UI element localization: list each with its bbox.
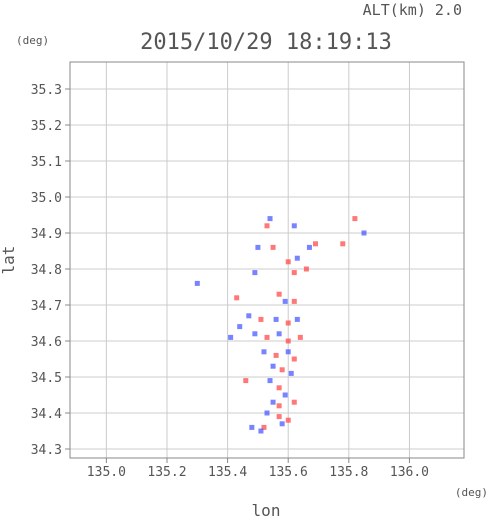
data-point xyxy=(285,259,291,265)
data-point xyxy=(276,291,282,297)
data-point xyxy=(291,399,297,405)
data-point xyxy=(194,280,200,286)
data-point xyxy=(352,216,358,222)
data-point xyxy=(270,244,276,250)
data-point xyxy=(294,316,300,322)
y-unit-label: (deg) xyxy=(16,34,49,47)
data-point xyxy=(285,417,291,423)
data-point xyxy=(228,334,234,340)
data-point xyxy=(291,356,297,362)
data-point xyxy=(261,349,267,355)
data-point xyxy=(264,410,270,416)
y-tick-label: 34.7 xyxy=(31,299,62,314)
data-point xyxy=(312,241,318,247)
y-tick-label: 35.1 xyxy=(31,155,62,170)
data-point xyxy=(285,320,291,326)
data-point xyxy=(270,363,276,369)
data-point xyxy=(258,316,264,322)
data-point xyxy=(279,367,285,373)
plot-frame xyxy=(69,61,465,459)
data-point xyxy=(246,313,252,319)
x-tick-label: 135.8 xyxy=(329,465,368,480)
data-point xyxy=(264,223,270,229)
data-point xyxy=(291,298,297,304)
data-point xyxy=(291,223,297,229)
data-point xyxy=(252,270,258,276)
y-axis-ticks: 34.3 34.4 34.5 34.6 34.7 34.8 34.9 35.0 35.1 35.2… xyxy=(31,83,70,458)
data-point xyxy=(267,216,273,222)
y-tick-label: 34.4 xyxy=(31,407,62,422)
data-point xyxy=(273,316,279,322)
grid-lines xyxy=(70,62,464,458)
data-point xyxy=(285,349,291,355)
data-point xyxy=(282,298,288,304)
data-point xyxy=(276,414,282,420)
y-tick-label: 34.8 xyxy=(31,263,62,278)
y-tick-label: 35.3 xyxy=(31,83,62,98)
data-point xyxy=(243,378,249,384)
data-point xyxy=(261,424,267,430)
data-point xyxy=(276,403,282,409)
y-tick-label: 34.6 xyxy=(31,335,62,350)
altitude-label: ALT(km) 2.0 xyxy=(363,1,462,19)
x-tick-label: 135.4 xyxy=(208,465,247,480)
data-point xyxy=(282,392,288,398)
y-tick-label: 35.0 xyxy=(31,191,62,206)
data-point xyxy=(273,352,279,358)
y-tick-label: 34.5 xyxy=(31,371,62,386)
data-point xyxy=(237,324,243,330)
data-point xyxy=(306,244,312,250)
data-point xyxy=(294,255,300,261)
data-point xyxy=(291,270,297,276)
x-tick-label: 135.6 xyxy=(269,465,308,480)
x-tick-label: 135.0 xyxy=(87,465,126,480)
data-point xyxy=(297,334,303,340)
data-point xyxy=(288,370,294,376)
data-point xyxy=(267,378,273,384)
y-tick-label: 34.9 xyxy=(31,227,62,242)
data-point xyxy=(285,338,291,344)
y-tick-label: 34.3 xyxy=(31,443,62,458)
data-point xyxy=(270,399,276,405)
data-point xyxy=(249,424,255,430)
data-point xyxy=(234,295,240,301)
data-point xyxy=(255,244,261,250)
data-point xyxy=(361,230,367,236)
data-point xyxy=(340,241,346,247)
echo-points xyxy=(194,216,367,434)
data-point xyxy=(276,385,282,391)
chart-title: 2015/10/29 18:19:13 xyxy=(140,30,392,55)
y-axis-label: lat xyxy=(0,246,18,275)
x-axis-label: lon xyxy=(252,501,281,520)
x-tick-label: 135.2 xyxy=(147,465,186,480)
x-tick-label: 136.0 xyxy=(390,465,429,480)
data-point xyxy=(258,428,264,434)
data-point xyxy=(252,331,258,337)
y-tick-label: 35.2 xyxy=(31,119,62,134)
data-point xyxy=(264,334,270,340)
x-axis-ticks: 135.0 135.2 135.4 135.6 135.8 136.0 xyxy=(87,458,429,480)
data-point xyxy=(279,421,285,427)
data-point xyxy=(303,266,309,272)
data-point xyxy=(276,331,282,337)
x-unit-label: (deg) xyxy=(455,486,488,499)
